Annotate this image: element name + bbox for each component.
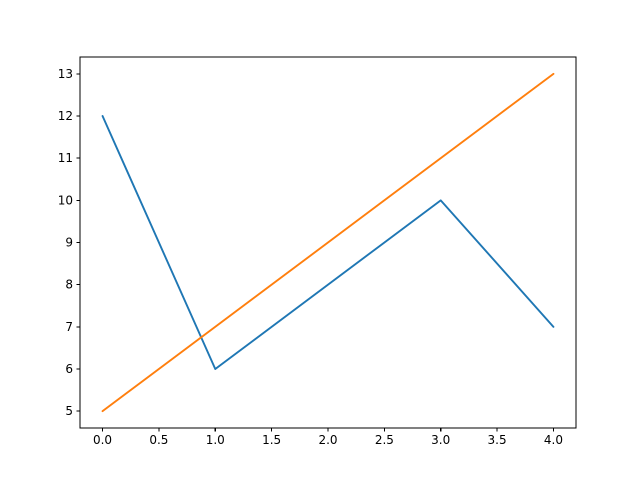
y-tick-label: 11 <box>58 151 73 165</box>
y-tick-label: 7 <box>65 320 73 334</box>
y-tick-label: 13 <box>58 67 73 81</box>
y-tick-label: 8 <box>65 278 73 292</box>
y-axis-tick-labels: 5 6 7 8 9 10 11 12 13 <box>58 67 73 418</box>
x-tick-label: 0.5 <box>149 433 168 447</box>
y-tick-label: 12 <box>58 109 73 123</box>
x-axis-tick-labels: 0.0 0.5 1.0 1.5 2.0 2.5 3.0 3.5 4.0 <box>93 433 563 447</box>
x-tick-label: 3.5 <box>488 433 507 447</box>
y-axis-tick-marks <box>76 73 80 412</box>
y-tick-label: 10 <box>58 193 73 207</box>
x-tick-label: 2.5 <box>375 433 394 447</box>
line-series-series-1 <box>101 115 555 370</box>
x-axis-tick-marks <box>101 428 555 432</box>
x-tick-label: 1.5 <box>262 433 281 447</box>
x-tick-label: 4.0 <box>544 433 563 447</box>
x-tick-label: 3.0 <box>431 433 450 447</box>
y-tick-label: 5 <box>65 404 73 418</box>
line-series-series-2 <box>101 72 555 413</box>
y-tick-label: 6 <box>65 362 73 376</box>
y-tick-label: 9 <box>65 236 73 250</box>
x-tick-label: 2.0 <box>318 433 337 447</box>
x-tick-label: 0.0 <box>93 433 112 447</box>
x-tick-label: 1.0 <box>206 433 225 447</box>
data-series-group <box>101 72 555 413</box>
